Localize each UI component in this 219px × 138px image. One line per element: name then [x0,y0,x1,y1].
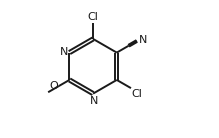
Text: O: O [49,81,58,91]
Text: N: N [139,35,147,45]
Text: N: N [90,96,99,106]
Text: N: N [59,47,68,57]
Text: Cl: Cl [88,12,99,22]
Text: Cl: Cl [132,89,143,99]
